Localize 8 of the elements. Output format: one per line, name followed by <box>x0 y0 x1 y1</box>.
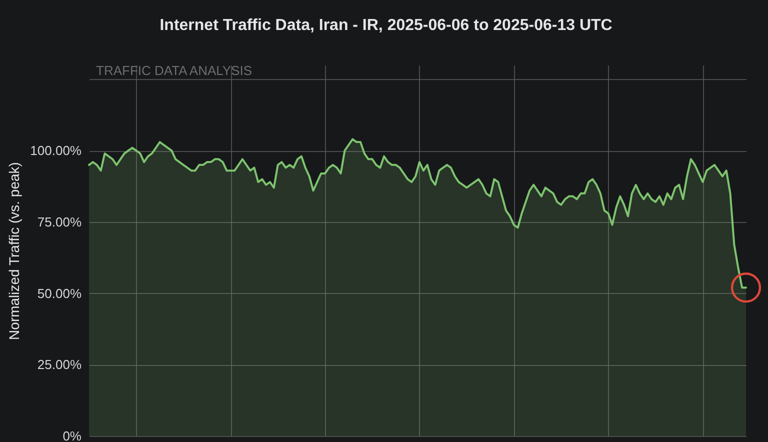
y-tick-label: 75.00% <box>37 214 82 230</box>
y-tick-label: 50.00% <box>37 286 82 301</box>
y-tick-label: 0% <box>62 428 82 442</box>
y-axis-title: Normalized Traffic (vs. peak) <box>6 162 22 340</box>
y-tick-label: 25.00% <box>37 357 82 372</box>
chart-title: Internet Traffic Data, Iran - IR, 2025-06-06 to 2025-06-13 UTC <box>160 17 613 34</box>
y-tick-label: 100.00% <box>30 143 82 158</box>
chart-subtitle: TRAFFIC DATA ANALYSIS <box>96 63 252 78</box>
